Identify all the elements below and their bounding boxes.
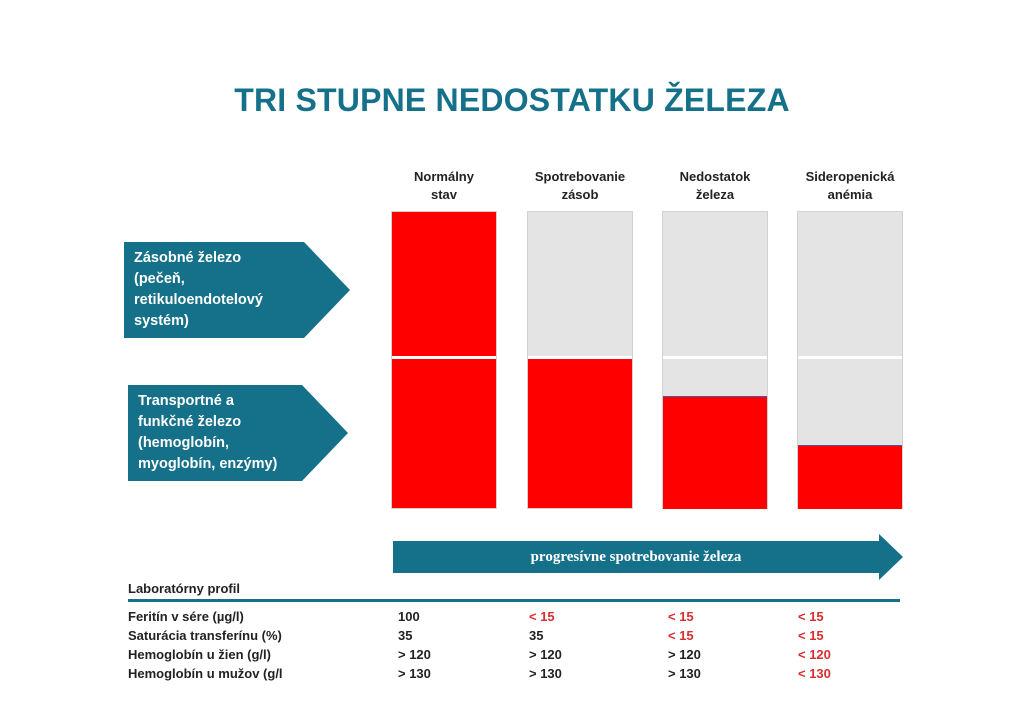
lab-value: < 15	[529, 609, 555, 624]
store-iron-fill	[392, 212, 496, 356]
column-header-line: anémia	[827, 187, 873, 202]
lab-value: > 120	[398, 647, 431, 662]
lab-value: < 130	[798, 666, 831, 681]
column-header: Sideropenická anémia	[785, 168, 915, 204]
lab-row-name: Hemoglobín u žien (g/l)	[128, 647, 271, 662]
transport-iron-line: myoglobín, enzýmy)	[138, 456, 278, 472]
transport-iron-fill	[798, 445, 902, 509]
stage-column	[528, 212, 632, 508]
column-header: Spotrebovanie zásob	[515, 168, 645, 204]
column-header-line: železa	[695, 187, 735, 202]
column-divider	[663, 356, 767, 359]
store-iron-line: systém)	[134, 313, 189, 329]
column-header-line: Nedostatok	[679, 169, 751, 184]
store-iron-line: retikuloendotelový	[134, 292, 263, 308]
transport-iron-fill	[392, 359, 496, 508]
transport-iron-line: Transportné a	[138, 393, 234, 409]
column-divider	[798, 356, 902, 359]
lab-value: 35	[398, 628, 413, 643]
lab-value: < 15	[668, 609, 694, 624]
column-divider	[392, 356, 496, 359]
progress-arrow: progresívne spotrebovanie železa	[393, 534, 903, 580]
lab-row-name: Saturácia transferínu (%)	[128, 628, 282, 643]
store-iron-label: Zásobné železo (pečeň, retikuloendotelov…	[124, 242, 350, 338]
column-header-line: zásob	[561, 187, 599, 202]
arrow-head-icon	[304, 242, 350, 338]
lab-row: Feritín v sére (µg/l) 100 < 15 < 15 < 15	[128, 609, 900, 628]
lab-row: Hemoglobín u mužov (g/l > 130 > 130 > 130 < …	[128, 666, 900, 685]
lab-divider	[128, 599, 900, 602]
column-header: Normálny stav	[379, 168, 509, 204]
lab-value: > 130	[529, 666, 562, 681]
transport-iron-fill	[663, 396, 767, 509]
lab-profile-title: Laboratórny profil	[128, 581, 240, 596]
transport-iron-line: (hemoglobín,	[138, 435, 230, 451]
lab-value: < 15	[798, 609, 824, 624]
lab-value: < 120	[798, 647, 831, 662]
column-header-line: Sideropenická	[805, 169, 895, 184]
stage-column	[798, 212, 902, 509]
transport-iron-label: Transportné a funkčné železo (hemoglobín…	[128, 385, 348, 481]
lab-row: Saturácia transferínu (%) 35 35 < 15 < 15	[128, 628, 900, 647]
lab-value: < 15	[798, 628, 824, 643]
lab-value: > 130	[668, 666, 701, 681]
arrow-head-icon	[879, 534, 903, 580]
lab-value: > 130	[398, 666, 431, 681]
lab-value: > 120	[668, 647, 701, 662]
store-iron-line: (pečeň,	[134, 271, 185, 287]
stage-column	[392, 212, 496, 508]
lab-row: Hemoglobín u žien (g/l) > 120 > 120 > 120 < …	[128, 647, 900, 666]
column-header-line: stav	[430, 187, 458, 202]
lab-value: < 15	[668, 628, 694, 643]
column-header-line: Normálny	[414, 169, 474, 184]
progress-label: progresívne spotrebovanie železa	[393, 541, 879, 573]
column-header: Nedostatok železa	[650, 168, 780, 204]
page-title: TRI STUPNE NEDOSTATKU ŽELEZA	[234, 82, 790, 118]
lab-row-name: Hemoglobín u mužov (g/l	[128, 666, 283, 681]
stage-column	[663, 212, 767, 509]
column-divider	[528, 356, 632, 359]
lab-row-name: Feritín v sére (µg/l)	[128, 609, 244, 624]
lab-value: 35	[529, 628, 544, 643]
transport-iron-fill	[528, 359, 632, 508]
store-iron-line: Zásobné železo	[134, 250, 242, 266]
lab-value: 100	[398, 609, 420, 624]
transport-iron-line: funkčné železo	[138, 414, 242, 430]
lab-value: > 120	[529, 647, 562, 662]
column-header-line: Spotrebovanie	[534, 169, 626, 184]
arrow-head-icon	[302, 385, 348, 481]
